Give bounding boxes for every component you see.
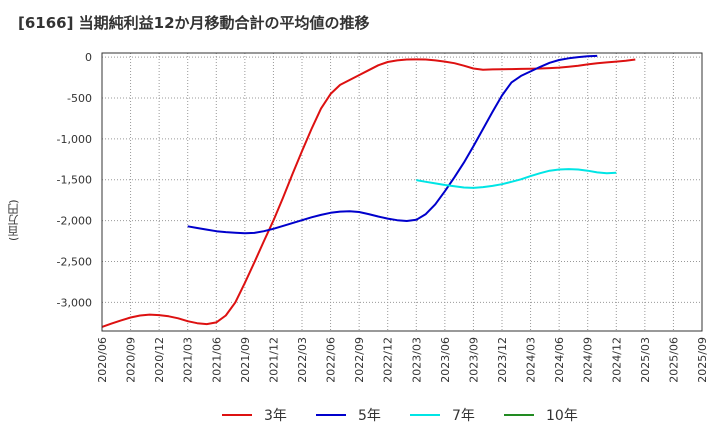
x-tick-label: 2025/09	[696, 337, 709, 383]
x-tick-label: 2024/09	[582, 337, 595, 383]
x-tick-label: 2022/09	[353, 337, 366, 383]
x-tick-label: 2024/03	[525, 337, 538, 383]
x-tick-label: 2023/09	[467, 337, 480, 383]
series-line-3年	[101, 58, 636, 328]
legend: 3年 5年 7年 10年	[222, 408, 578, 424]
x-tick-label: 2024/12	[610, 337, 623, 383]
x-tick-label: 2021/12	[267, 337, 280, 383]
x-tick-label: 2021/03	[182, 337, 195, 383]
x-tick-label: 2022/06	[325, 337, 338, 383]
y-tick-label: -1,500	[57, 174, 92, 187]
y-tick-label: -500	[67, 92, 92, 105]
series-line-5年	[187, 54, 598, 235]
y-tick-label: -3,000	[57, 296, 92, 309]
legend-label-3年: 3年	[264, 408, 287, 424]
plot-border	[101, 52, 703, 332]
x-tick-label: 2022/12	[382, 337, 395, 383]
x-tick-label: 2020/12	[153, 337, 166, 383]
x-tick-label: 2023/06	[439, 337, 452, 383]
x-tick-label: 2020/09	[125, 337, 138, 383]
legend-label-7年: 7年	[452, 408, 475, 424]
y-tick-label: 0	[85, 51, 92, 64]
y-axis-ticks: 0 -500 -1,000 -1,500 -2,000 -2,500 -3,000	[57, 51, 92, 309]
x-tick-label: 2021/06	[210, 337, 223, 383]
x-tick-label: 2021/09	[239, 337, 252, 383]
series-line-7年	[416, 168, 617, 189]
series-lines	[101, 54, 636, 328]
grid	[101, 53, 703, 331]
x-tick-label: 2022/03	[296, 337, 309, 383]
x-tick-label: 2023/03	[410, 337, 423, 383]
y-tick-label: -2,000	[57, 215, 92, 228]
x-tick-label: 2024/06	[553, 337, 566, 383]
x-axis-ticks: 2020/06 2020/09 2020/12 2021/03 2021/06 2021/…	[96, 337, 709, 383]
y-tick-label: -2,500	[57, 256, 92, 269]
x-tick-label: 2025/06	[667, 337, 680, 383]
y-tick-label: -1,000	[57, 133, 92, 146]
plot-frame	[101, 52, 703, 332]
legend-label-5年: 5年	[358, 408, 381, 424]
chart-title: [6166] 当期純利益12か月移動合計の平均値の推移	[18, 14, 370, 32]
x-tick-label: 2020/06	[96, 337, 109, 383]
legend-label-10年: 10年	[546, 408, 578, 424]
x-tick-label: 2025/03	[639, 337, 652, 383]
x-tick-label: 2023/12	[496, 337, 509, 383]
